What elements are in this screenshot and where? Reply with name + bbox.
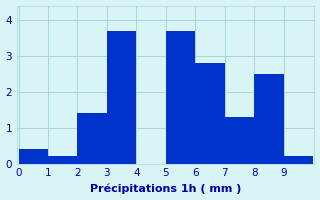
Bar — [195, 63, 225, 164]
Bar — [254, 74, 284, 164]
Bar — [284, 156, 313, 164]
Bar — [19, 149, 48, 164]
X-axis label: Précipitations 1h ( mm ): Précipitations 1h ( mm ) — [90, 184, 241, 194]
Bar — [225, 117, 254, 164]
Bar — [107, 31, 136, 164]
Bar — [166, 31, 195, 164]
Bar — [77, 113, 107, 164]
Bar — [48, 156, 77, 164]
